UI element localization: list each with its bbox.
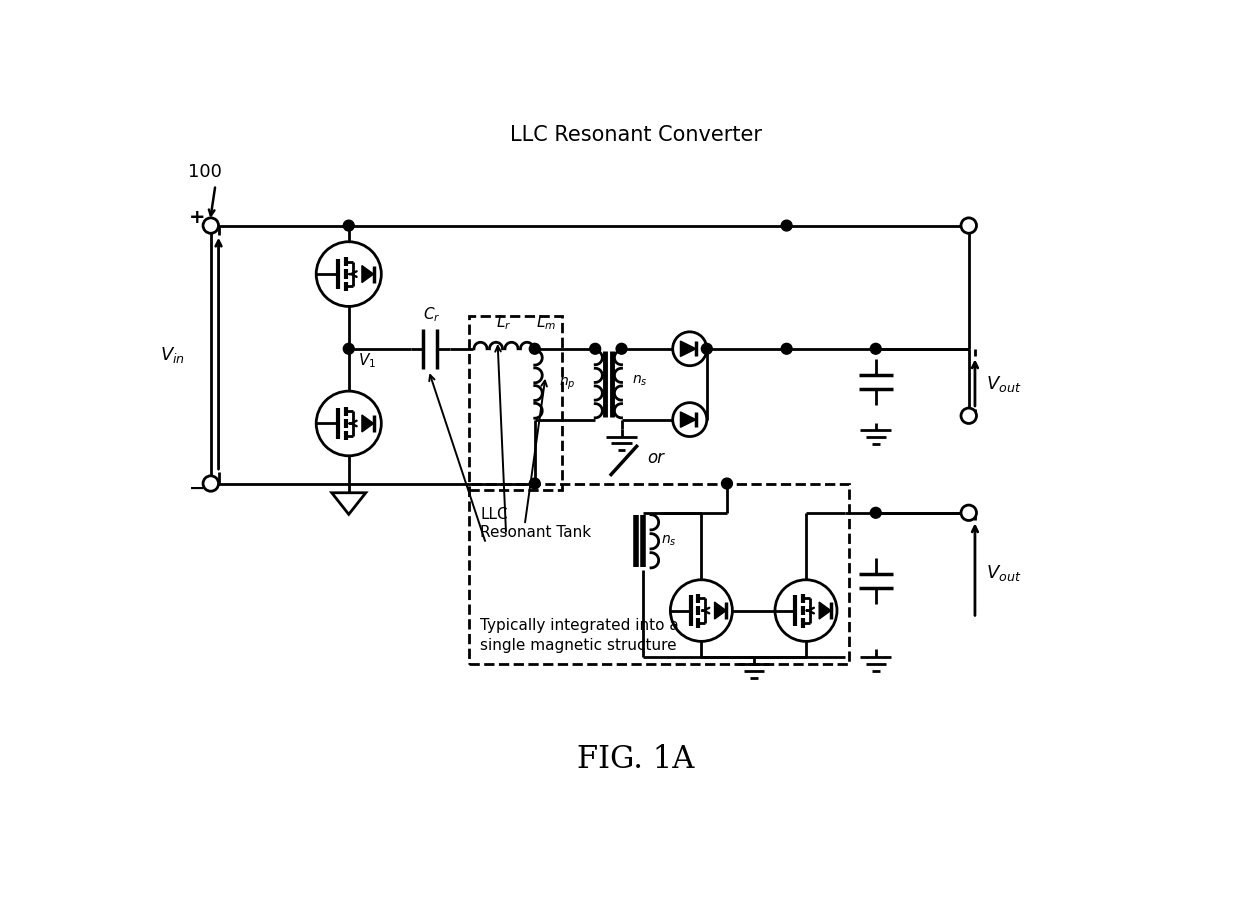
Circle shape xyxy=(961,408,977,424)
Text: 100: 100 xyxy=(187,163,222,180)
Text: $V_1$: $V_1$ xyxy=(358,352,376,370)
Circle shape xyxy=(702,343,712,354)
Circle shape xyxy=(781,220,792,231)
Text: $C_r$: $C_r$ xyxy=(423,305,440,324)
Polygon shape xyxy=(681,412,696,427)
Text: $L_m$: $L_m$ xyxy=(536,313,557,332)
Text: Typically integrated into a
single magnetic structure: Typically integrated into a single magne… xyxy=(481,618,680,653)
Polygon shape xyxy=(362,266,373,283)
Text: or: or xyxy=(647,449,665,467)
Text: $n_p$: $n_p$ xyxy=(559,376,575,392)
Circle shape xyxy=(616,343,627,354)
Circle shape xyxy=(870,507,882,518)
Polygon shape xyxy=(714,602,727,619)
Circle shape xyxy=(343,220,355,231)
Circle shape xyxy=(529,343,541,354)
Polygon shape xyxy=(820,602,831,619)
Circle shape xyxy=(343,343,355,354)
Circle shape xyxy=(529,478,541,489)
Circle shape xyxy=(590,343,600,354)
Text: $n_s$: $n_s$ xyxy=(631,374,647,388)
Text: $V_{out}$: $V_{out}$ xyxy=(986,374,1022,394)
Circle shape xyxy=(961,218,977,233)
Text: FIG. 1A: FIG. 1A xyxy=(577,744,694,775)
Text: LLC
Resonant Tank: LLC Resonant Tank xyxy=(481,506,591,541)
Text: $L_r$: $L_r$ xyxy=(496,313,511,332)
Circle shape xyxy=(203,218,218,233)
Polygon shape xyxy=(681,341,696,357)
Text: $V_{in}$: $V_{in}$ xyxy=(160,345,185,365)
Text: +: + xyxy=(188,208,205,227)
Circle shape xyxy=(870,343,882,354)
Circle shape xyxy=(961,505,977,521)
Text: −: − xyxy=(188,479,205,497)
Text: LLC Resonant Converter: LLC Resonant Converter xyxy=(510,126,761,145)
Polygon shape xyxy=(362,415,373,432)
Text: $n_s$: $n_s$ xyxy=(661,534,677,549)
Text: $V_{out}$: $V_{out}$ xyxy=(986,563,1022,583)
Circle shape xyxy=(781,343,792,354)
Circle shape xyxy=(722,478,733,489)
Circle shape xyxy=(203,476,218,491)
